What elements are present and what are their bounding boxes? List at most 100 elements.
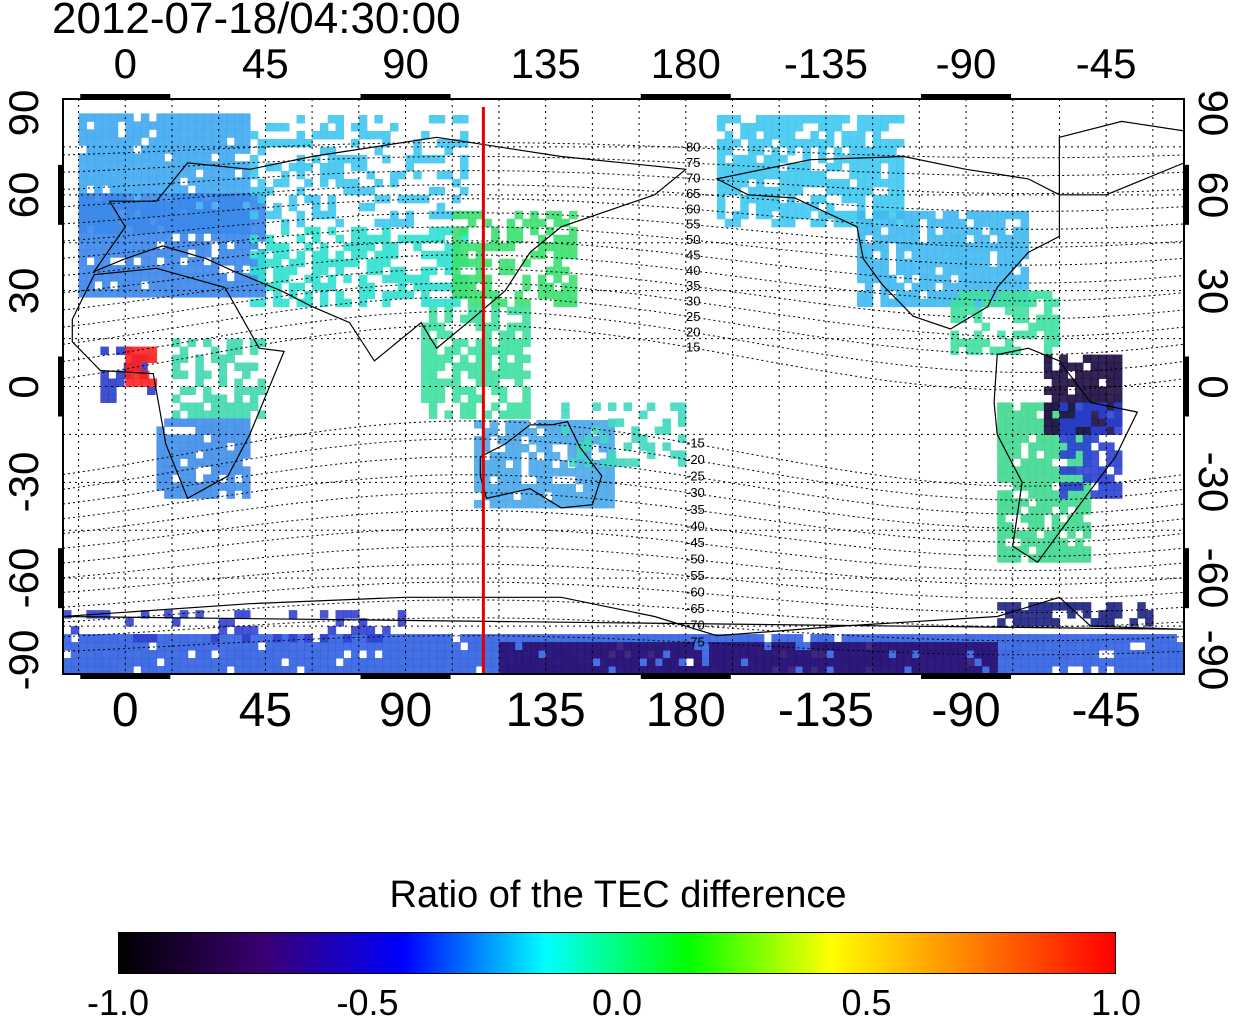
tec-cell [242, 249, 251, 258]
tec-cell [623, 658, 632, 667]
tec-cell [810, 114, 819, 124]
tec-cell [779, 114, 788, 124]
dip-latitude-contour [63, 324, 1184, 391]
tec-cell [421, 634, 430, 643]
tec-cell [296, 258, 306, 268]
tec-cell [327, 642, 337, 651]
tec-cell [94, 121, 103, 130]
tec-cell [997, 330, 1006, 340]
tec-cell [1012, 618, 1022, 627]
tec-cell [218, 169, 228, 178]
tec-cell [164, 225, 173, 234]
tec-cell [895, 234, 905, 244]
tec-cell [701, 642, 710, 651]
tec-cell [833, 650, 843, 659]
tec-cell [522, 386, 531, 395]
tec-cell [1036, 314, 1045, 324]
tec-cell [561, 658, 570, 667]
tec-cell [895, 282, 905, 292]
tec-cell [156, 426, 165, 435]
tec-cell [148, 650, 158, 659]
tec-cell [553, 290, 562, 300]
tec-cell [950, 234, 959, 244]
tec-cell [86, 666, 95, 674]
tec-cell [1043, 634, 1053, 643]
tec-cell [133, 161, 142, 170]
tec-cell [148, 354, 158, 364]
tec-cell [755, 650, 765, 659]
tec-cell [140, 658, 150, 667]
tec-cell [234, 257, 243, 266]
tec-cell [559, 459, 569, 469]
tec-cell [428, 298, 438, 308]
tec-cell [966, 258, 975, 268]
tec-cell [86, 209, 95, 218]
dip-latitude-contour [63, 599, 1184, 628]
tec-cell [966, 306, 975, 316]
tec-cell [592, 642, 601, 651]
tec-cell [872, 178, 882, 188]
tec-cell [460, 290, 469, 300]
tec-cell [942, 250, 952, 260]
tec-cell [553, 298, 562, 308]
tec-cell [296, 114, 306, 124]
tec-cell [716, 194, 726, 204]
tec-cell [288, 642, 298, 651]
tec-cell [536, 483, 545, 493]
tec-cell [1012, 658, 1022, 667]
tec-cell [156, 281, 165, 290]
tec-cell [818, 634, 827, 643]
tec-cell [273, 138, 282, 148]
tec-cell [242, 185, 251, 194]
tec-cell [716, 162, 726, 172]
tec-cell [639, 658, 648, 667]
tec-cell [981, 250, 991, 260]
tec-cell [958, 290, 967, 300]
tec-cell [257, 666, 267, 674]
tec-cell [460, 314, 469, 324]
tec-cell [319, 642, 329, 651]
tec-cell [1020, 466, 1030, 475]
tec-cell [794, 138, 804, 148]
tec-cell [1036, 538, 1045, 547]
tec-cell [771, 130, 780, 140]
tec-cell [903, 642, 913, 651]
tec-cell [164, 418, 173, 427]
tec-cell [366, 290, 376, 300]
right-latitude-tick-label: 90 [1190, 89, 1237, 137]
tec-cell [732, 114, 741, 124]
dip-contour-label: -20 [686, 452, 705, 467]
tec-cell [351, 122, 360, 132]
tec-cell [86, 129, 95, 138]
tec-cell [428, 186, 438, 196]
tec-cell [818, 194, 827, 204]
tec-cell [117, 241, 126, 250]
tec-cell [802, 658, 812, 667]
tec-cell [195, 185, 204, 194]
tec-cell [242, 177, 251, 186]
tec-cell [467, 394, 477, 403]
tec-cell [536, 459, 545, 469]
tec-cell [755, 210, 765, 220]
tec-cell [109, 642, 119, 651]
tec-cell [413, 282, 422, 292]
tec-cell [981, 234, 991, 244]
tec-cell [895, 138, 905, 148]
tec-cell [1067, 522, 1076, 531]
tec-cell [226, 129, 235, 138]
tec-cell [505, 428, 514, 437]
tec-cell [358, 250, 368, 260]
tec-cell [234, 402, 243, 411]
tec-cell [358, 162, 368, 172]
tec-cell [607, 402, 617, 411]
tec-cell [506, 362, 516, 372]
tec-cell [590, 483, 600, 493]
tec-cell [226, 434, 235, 443]
tec-cell [997, 514, 1006, 523]
tec-cell [530, 250, 539, 260]
tec-cell [460, 234, 469, 244]
tec-cell [296, 634, 306, 643]
tec-cell [140, 378, 150, 388]
tec-cell [966, 210, 975, 220]
tec-cell [1036, 642, 1045, 651]
